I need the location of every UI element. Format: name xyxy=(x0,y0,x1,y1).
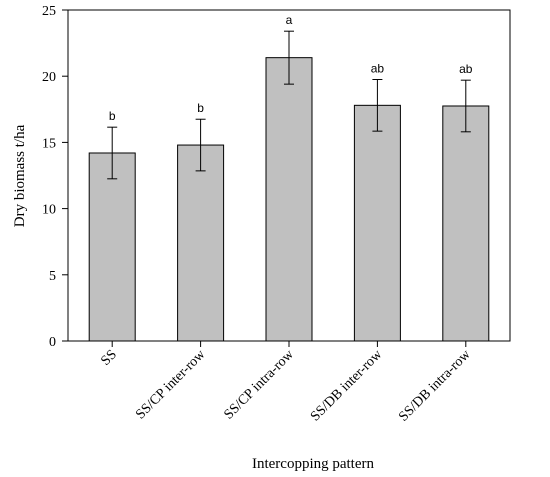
significance-label: b xyxy=(197,101,204,115)
x-axis-title: Intercopping pattern xyxy=(252,456,375,472)
x-tick-label: SS/DB inter-row xyxy=(308,347,386,425)
x-tick-label: SS/DB intra-row xyxy=(396,347,474,425)
bars-layer: b b a ab ab xyxy=(88,13,490,342)
y-tick-label: 15 xyxy=(42,136,56,151)
bar xyxy=(265,57,313,342)
significance-label: b xyxy=(109,109,116,123)
y-tick-label: 0 xyxy=(49,335,56,350)
x-tick-label: SS/CP intra-row xyxy=(221,347,297,423)
x-tick-label: SS xyxy=(98,347,120,369)
bar xyxy=(442,105,490,342)
y-tick-label: 5 xyxy=(49,269,56,284)
significance-label: a xyxy=(286,13,293,27)
bar xyxy=(353,104,401,342)
significance-label: ab xyxy=(459,62,473,76)
y-tick-label: 10 xyxy=(42,203,56,218)
x-tick-label: SS/CP inter-row xyxy=(133,347,209,423)
bar xyxy=(88,152,136,342)
bar xyxy=(177,144,225,342)
y-tick-label: 25 xyxy=(42,4,56,19)
y-tick-label: 20 xyxy=(42,70,56,85)
y-axis-title: Dry biomass t/ha xyxy=(12,124,28,227)
significance-label: ab xyxy=(371,62,385,76)
